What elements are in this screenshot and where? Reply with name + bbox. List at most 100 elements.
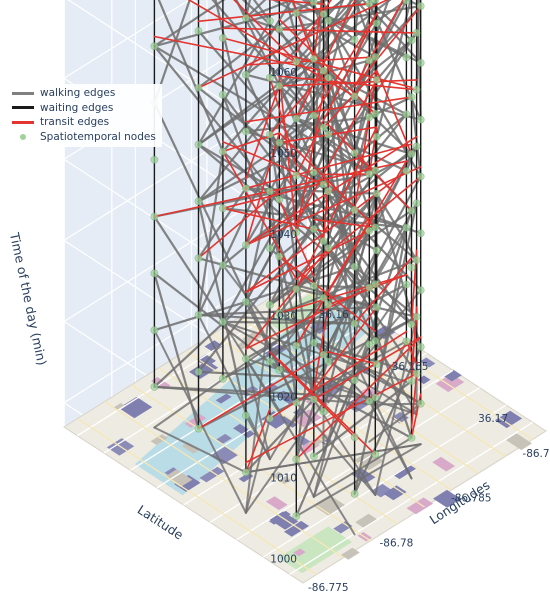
- legend: walking edges waiting edges transit edge…: [8, 84, 162, 147]
- walking-edge: [322, 343, 371, 453]
- map-street: [77, 418, 317, 576]
- spatiotemporal-node: [416, 342, 425, 351]
- transit-edge: [405, 340, 418, 365]
- transit-edge: [266, 0, 325, 5]
- legend-item-nodes[interactable]: Spatiotemporal nodes: [12, 130, 156, 145]
- spatiotemporal-node: [371, 450, 380, 459]
- transit-edge: [233, 0, 298, 63]
- map-block: [312, 495, 346, 516]
- walking-edge: [153, 300, 247, 388]
- transit-edge: [245, 372, 418, 464]
- spatiotemporal-node: [412, 142, 421, 151]
- waiting-swatch: [12, 106, 34, 110]
- transit-edge: [327, 351, 378, 365]
- spatiotemporal-node: [309, 111, 318, 120]
- spatiotemporal-node: [150, 382, 159, 391]
- transit-edge: [375, 69, 413, 155]
- spatiotemporal-node: [407, 320, 416, 329]
- walking-edge: [244, 73, 422, 121]
- z-tick-label: 1050: [270, 148, 297, 160]
- walking-edge: [153, 385, 378, 406]
- spatiotemporal-node: [241, 184, 250, 193]
- spatiotemporal-node: [292, 171, 301, 180]
- spatiotemporal-node: [150, 42, 159, 51]
- legend-label-nodes: Spatiotemporal nodes: [40, 130, 156, 143]
- spatiotemporal-node: [319, 66, 328, 75]
- spatiotemporal-node: [218, 204, 227, 213]
- walking-edge: [197, 112, 377, 203]
- spatiotemporal-node: [365, 397, 374, 406]
- transit-edge: [353, 5, 422, 88]
- spatiotemporal-node: [407, 36, 416, 45]
- spatiotemporal-node: [218, 374, 227, 383]
- transit-edge-layer: [153, 0, 422, 474]
- legend-item-transit[interactable]: transit edges: [12, 115, 156, 130]
- spatiotemporal-node: [416, 399, 425, 408]
- spatiotemporal-node: [416, 286, 425, 294]
- walking-edge: [295, 443, 422, 518]
- y-tick-label: 36.165: [392, 361, 429, 373]
- spatiotemporal-node: [241, 127, 250, 136]
- walking-edge: [244, 417, 271, 514]
- spatiotemporal-node: [402, 110, 411, 119]
- spatiotemporal-node: [265, 130, 274, 139]
- transit-edge: [312, 218, 377, 229]
- spatiotemporal-node: [407, 206, 416, 215]
- spatiotemporal-node: [371, 53, 380, 61]
- walking-edge: [312, 249, 378, 498]
- spatiotemporal-node: [218, 317, 227, 326]
- spatiotemporal-node: [218, 34, 227, 42]
- walking-edge: [278, 258, 418, 315]
- transit-edge: [322, 69, 378, 129]
- walking-edge: [374, 339, 418, 416]
- spatiotemporal-node: [194, 254, 203, 263]
- z-tick-label: 1040: [270, 229, 297, 241]
- walking-edge: [153, 329, 247, 514]
- transit-edge: [410, 372, 418, 429]
- spatiotemporal-node: [402, 53, 411, 62]
- spatiotemporal-node: [150, 269, 159, 278]
- transit-edge: [222, 141, 325, 186]
- spatiotemporal-node: [265, 17, 274, 25]
- spatiotemporal-node: [292, 398, 301, 407]
- map-block: [265, 496, 288, 511]
- spatiotemporal-node: [150, 326, 159, 335]
- walking-edge: [244, 0, 345, 76]
- spatiotemporal-node: [292, 57, 301, 66]
- x-tick-label: -86.78: [379, 537, 413, 549]
- walking-edge: [312, 436, 413, 498]
- spatiotemporal-node: [324, 357, 333, 366]
- spatiotemporal-node: [275, 82, 284, 90]
- spatiotemporal-node: [365, 226, 374, 235]
- spatiotemporal-node: [241, 411, 250, 420]
- spatiotemporal-node: [402, 280, 411, 289]
- map-block: [164, 469, 193, 487]
- transit-edge: [222, 180, 330, 210]
- x-tick-label: -86.785: [451, 493, 492, 505]
- spatiotemporal-node: [241, 354, 250, 363]
- walking-edge: [367, 0, 413, 42]
- walking-edge: [327, 0, 352, 79]
- map-block: [199, 466, 225, 483]
- walking-edge: [312, 398, 377, 496]
- spatiotemporal-node: [194, 83, 203, 92]
- transit-edge: [278, 198, 315, 278]
- spatiotemporal-node: [241, 297, 250, 306]
- spatiotemporal-node: [350, 376, 359, 385]
- spatiotemporal-node: [372, 76, 381, 84]
- spatiotemporal-node: [292, 341, 301, 350]
- spatiotemporal-node: [416, 2, 425, 10]
- spatiotemporal-node: [402, 223, 411, 232]
- walking-edge: [295, 458, 315, 498]
- spatiotemporal-node: [265, 244, 274, 253]
- spatiotemporal-node: [407, 93, 416, 101]
- spatiotemporal-node: [218, 147, 227, 156]
- legend-item-walking[interactable]: walking edges: [12, 86, 156, 101]
- walking-edge: [244, 0, 295, 20]
- spatiotemporal-node: [319, 10, 328, 18]
- spatiotemporal-node: [324, 130, 333, 139]
- transit-edge: [295, 67, 330, 233]
- legend-item-waiting[interactable]: waiting edges: [12, 101, 156, 116]
- x-tick-label: -86.79: [522, 448, 550, 460]
- node-marker-swatch: [12, 131, 34, 143]
